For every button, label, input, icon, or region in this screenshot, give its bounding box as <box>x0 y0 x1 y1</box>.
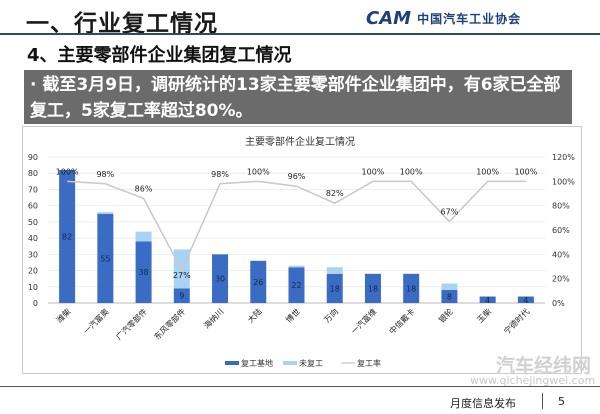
watermark-url: www.qichejingwei.com <box>470 374 596 387</box>
bar-resumed <box>479 296 496 303</box>
y-tick-label: 90 <box>28 153 38 162</box>
bar-value-label: 38 <box>138 268 148 277</box>
y-tick-label: 40 <box>28 234 38 243</box>
bar-resumed <box>173 288 190 303</box>
category-label: 中信戴卡 <box>387 306 417 336</box>
category-label: 潍柴 <box>54 306 72 324</box>
y2-tick-label: 20% <box>552 275 570 284</box>
legend-swatch <box>283 361 297 365</box>
summary-box: · 截至3月9日，调研统计的13家主要零部件企业集团中，有6家已全部复工，5家复… <box>24 70 572 124</box>
logo-mark: CAM <box>366 8 412 29</box>
rate-line <box>67 180 526 272</box>
slide-title: 一、行业复工情况 <box>26 11 218 37</box>
caam-logo: CAM 中国汽车工业协会 <box>366 8 521 29</box>
bar-value-label: 26 <box>253 278 263 287</box>
bar-not-resumed <box>135 231 152 242</box>
bar-resumed <box>212 254 229 303</box>
bar-value-label: 82 <box>62 232 72 241</box>
rate-label: 100% <box>56 167 79 176</box>
header-divider <box>0 33 600 35</box>
y-tick-label: 60 <box>28 202 38 211</box>
bar-not-resumed <box>326 267 343 274</box>
legend-label: 复工率 <box>357 358 381 368</box>
bar-not-resumed <box>97 212 114 214</box>
category-label: 玉柴 <box>475 306 493 324</box>
bar-value-label: 22 <box>291 281 301 290</box>
chart-title: 主要零部件企业复工情况 <box>245 135 355 148</box>
category-label: 一汽富奥 <box>81 306 111 336</box>
category-label: 万向 <box>322 306 340 324</box>
bar-value-label: 8 <box>447 293 452 302</box>
y2-tick-label: 120% <box>552 153 575 162</box>
rate-label: 27% <box>173 271 191 280</box>
rate-label: 100% <box>247 167 270 176</box>
section-subtitle: 4、主要零部件企业集团复工情况 <box>27 45 292 66</box>
y-tick-label: 10 <box>28 283 38 292</box>
bar-resumed <box>517 296 534 303</box>
bar-resumed <box>403 273 420 303</box>
chart-frame <box>22 126 582 374</box>
bar-not-resumed <box>288 265 305 268</box>
y2-tick-label: 60% <box>552 226 570 235</box>
rate-label: 82% <box>326 189 344 198</box>
bar-value-label: 4 <box>485 296 490 305</box>
footer-divider <box>0 386 600 387</box>
bar-resumed <box>364 273 381 303</box>
watermark-logo: 汽车经纬网 <box>496 355 592 377</box>
rate-label: 96% <box>288 172 306 181</box>
rate-label: 100% <box>514 167 537 176</box>
category-label: 海纳川 <box>201 306 225 330</box>
y-tick-label: 50 <box>28 218 38 227</box>
bar-not-resumed <box>441 283 458 291</box>
rate-label: 67% <box>441 207 459 216</box>
category-label: 大陆 <box>245 306 263 324</box>
category-label: 银轮 <box>436 306 454 324</box>
legend-label: 未复工 <box>299 358 323 368</box>
y2-tick-label: 100% <box>552 177 575 186</box>
y-tick-label: 20 <box>28 267 38 276</box>
page-number: 5 <box>558 395 565 408</box>
rate-label: 98% <box>96 170 114 179</box>
y-tick-label: 80 <box>28 169 38 178</box>
bar-resumed <box>59 169 76 303</box>
rate-label: 100% <box>400 167 423 176</box>
y-tick-label: 30 <box>28 250 38 259</box>
bar-value-label: 30 <box>215 275 225 284</box>
bar-value-label: 4 <box>523 296 528 305</box>
bar-value-label: 18 <box>406 284 416 293</box>
rate-label: 98% <box>211 170 229 179</box>
bar-value-label: 9 <box>179 292 184 301</box>
category-label: 宁德时代 <box>502 306 532 336</box>
footer-separator <box>542 393 543 409</box>
footer-text: 月度信息发布 <box>450 397 516 410</box>
legend-swatch <box>225 361 239 365</box>
logo-text: 中国汽车工业协会 <box>417 12 522 26</box>
bar-value-label: 55 <box>100 254 110 263</box>
bar-resumed <box>250 260 267 303</box>
bar-value-label: 18 <box>368 284 378 293</box>
rate-label: 100% <box>362 167 385 176</box>
y2-tick-label: 80% <box>552 202 570 211</box>
y2-tick-label: 0% <box>552 299 565 308</box>
category-label: 东风零部件 <box>152 306 187 341</box>
category-label: 博世 <box>284 306 302 324</box>
legend-label: 复工基地 <box>241 358 273 368</box>
bar-resumed <box>441 290 458 303</box>
y2-tick-label: 40% <box>552 250 570 259</box>
bar-resumed <box>326 273 343 303</box>
bar-value-label: 18 <box>330 284 340 293</box>
y-tick-label: 70 <box>28 185 38 194</box>
y-tick-label: 0 <box>33 299 38 308</box>
category-label: 广汽零部件 <box>114 306 149 341</box>
bar-resumed <box>288 267 305 303</box>
category-label: 一汽富维 <box>349 306 379 336</box>
bar-resumed <box>97 213 114 303</box>
rate-label: 100% <box>476 167 499 176</box>
bar-resumed <box>135 241 152 303</box>
rate-label: 86% <box>135 184 153 193</box>
